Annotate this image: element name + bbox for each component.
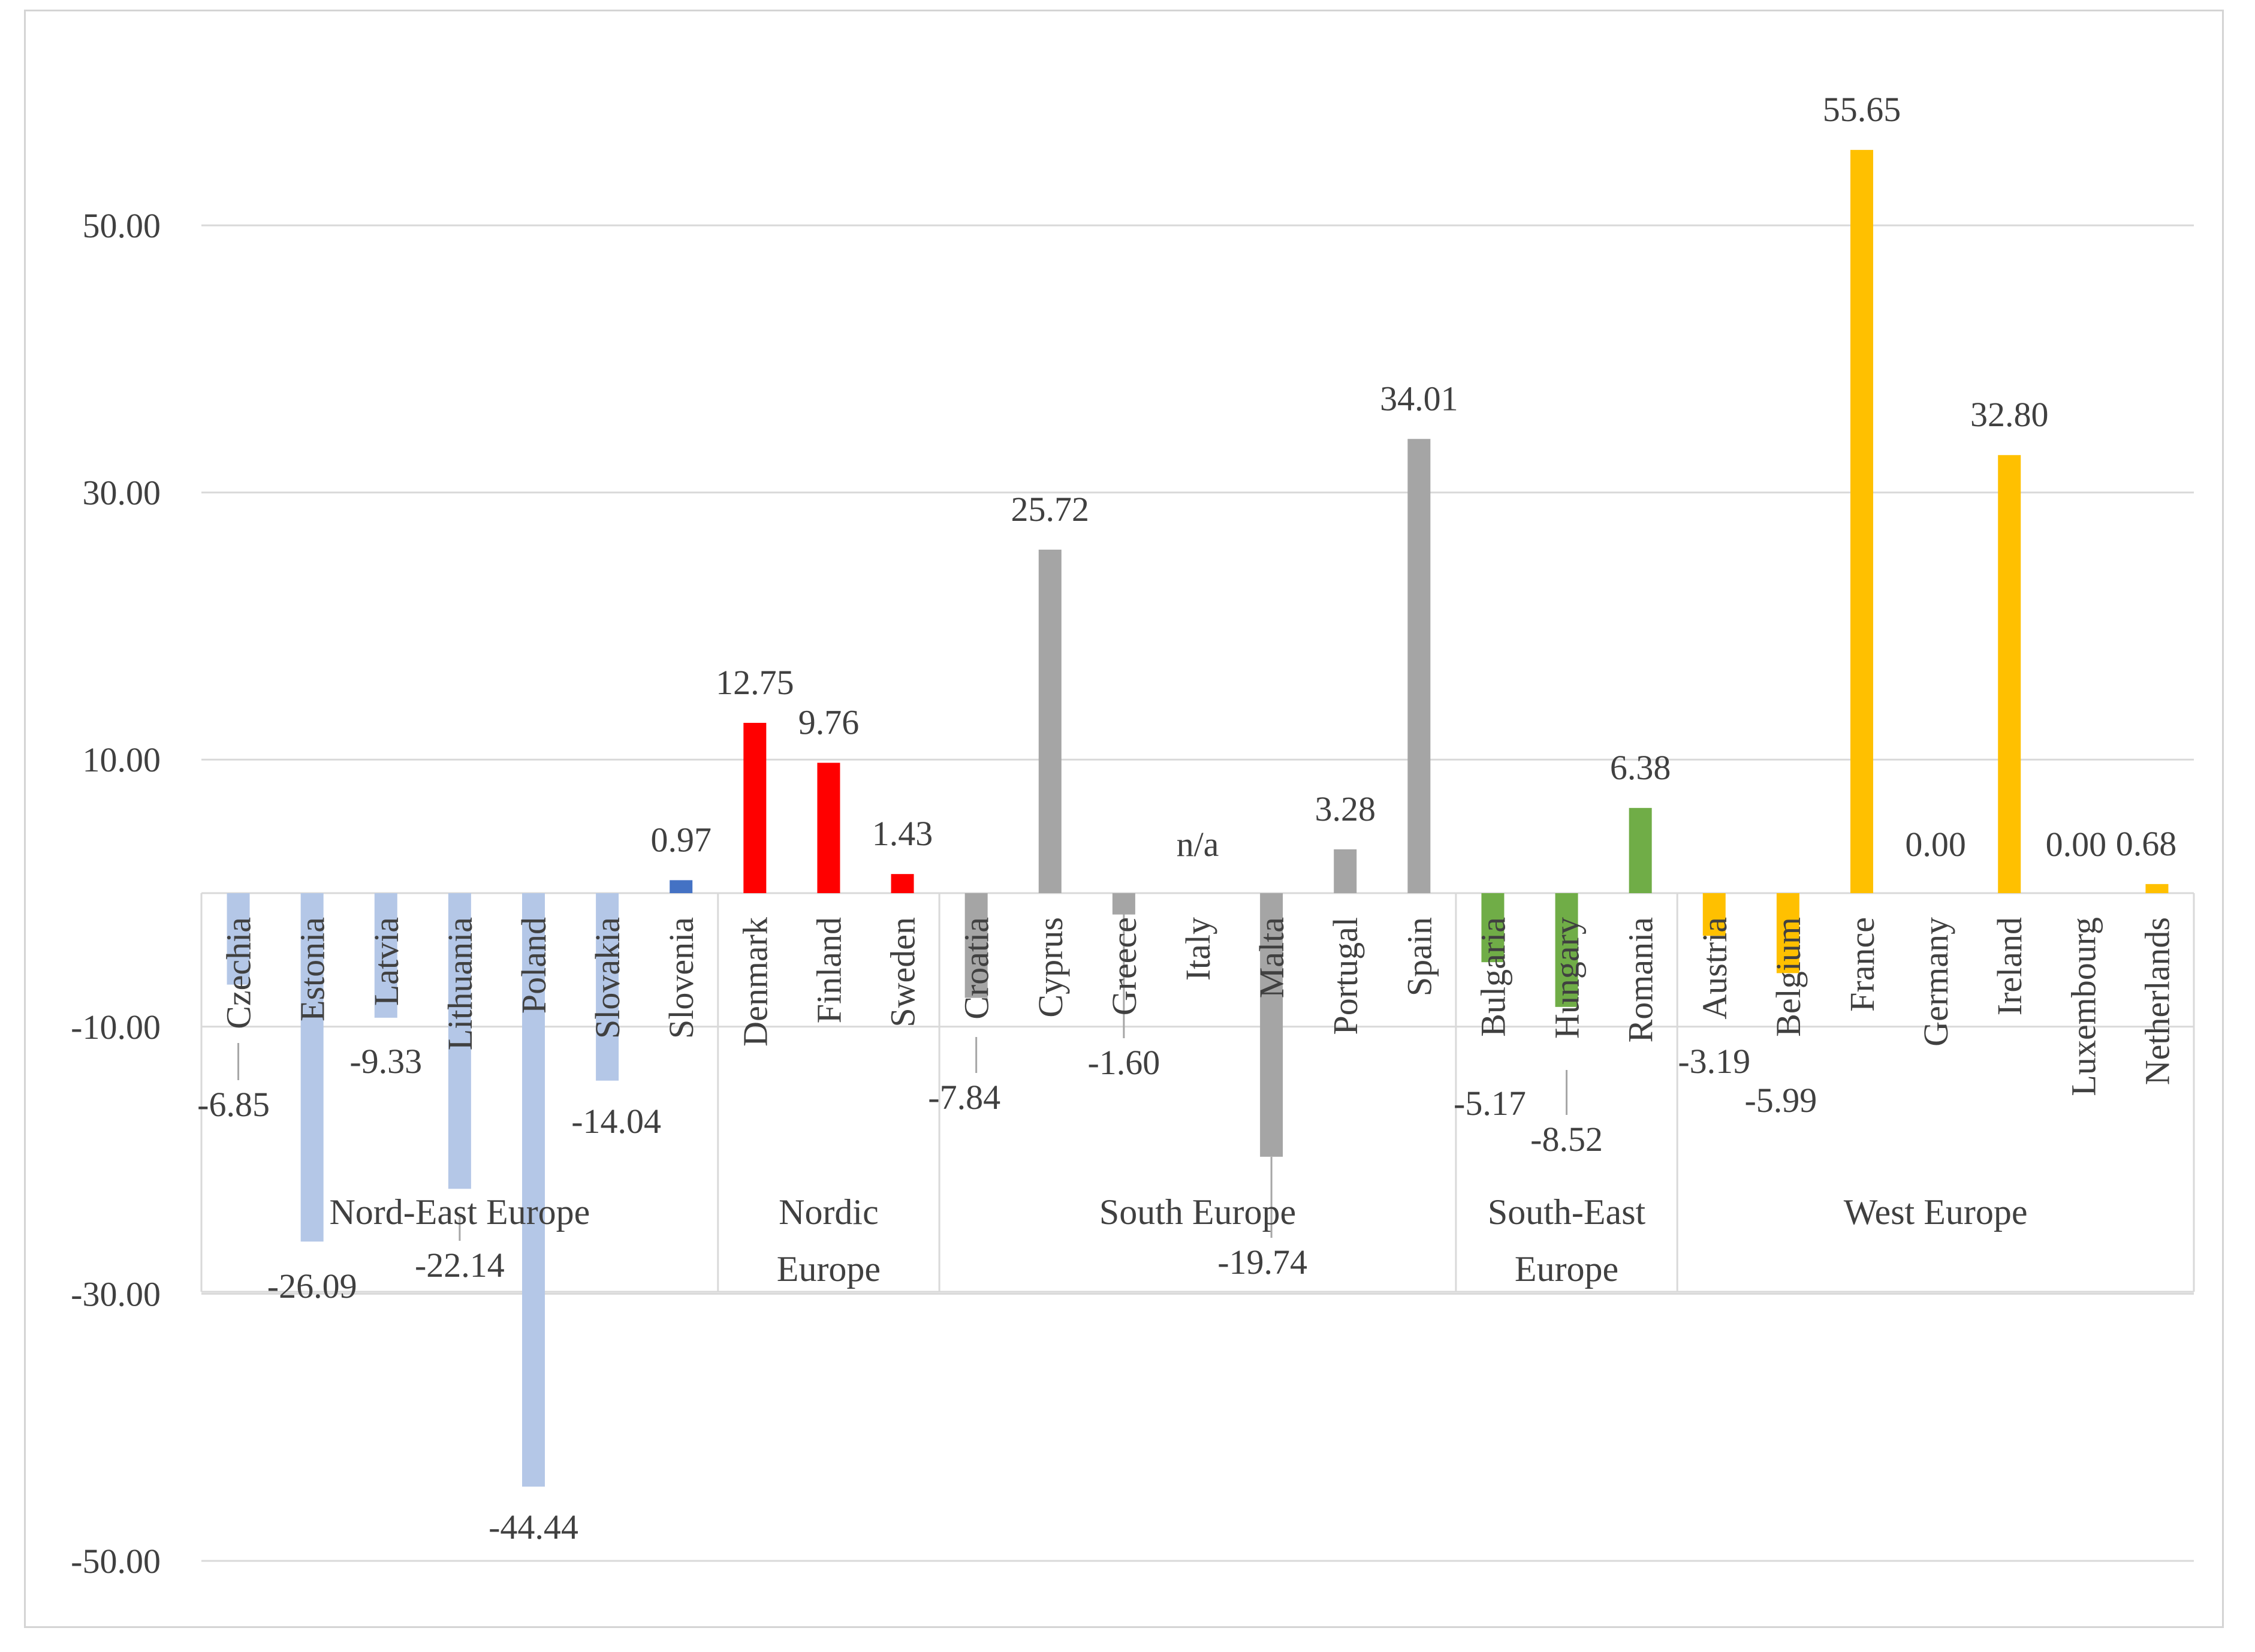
category-label: Bulgaria	[1473, 917, 1512, 1037]
bar-denmark	[743, 722, 767, 893]
group-label: Nordic	[779, 1192, 879, 1232]
data-label: -8.52	[1530, 1120, 1603, 1159]
y-tick-label: 10.00	[83, 740, 161, 779]
group-label: Europe	[777, 1249, 881, 1289]
bar-portugal	[1334, 849, 1357, 893]
category-label: France	[1843, 917, 1882, 1012]
data-label: 25.72	[1011, 490, 1090, 529]
bar-czechia	[227, 893, 250, 985]
bar-greece	[1112, 893, 1135, 915]
category-label: Luxembourg	[2064, 917, 2103, 1096]
group-label: West Europe	[1844, 1192, 2028, 1232]
data-label: -6.85	[197, 1085, 270, 1124]
category-label: Finland	[809, 917, 848, 1023]
y-tick-label: -30.00	[71, 1274, 161, 1313]
bar-slovakia	[596, 893, 619, 1081]
data-label: 3.28	[1315, 789, 1376, 828]
group-label: Nord-East Europe	[329, 1192, 590, 1232]
data-label: n/a	[1177, 825, 1219, 864]
category-label: Romania	[1621, 917, 1660, 1042]
gridlines	[200, 224, 2195, 1562]
category-label: Spain	[1400, 917, 1439, 996]
category-label: Latvia	[367, 917, 406, 1006]
bar-lithuania	[448, 893, 471, 1189]
data-label: -1.60	[1087, 1043, 1160, 1082]
bar-sweden	[891, 874, 914, 893]
data-label: 0.68	[2116, 824, 2177, 863]
data-label: -3.19	[1678, 1042, 1750, 1081]
data-label: -44.44	[489, 1508, 578, 1547]
bar-slovenia	[670, 880, 693, 893]
group-label: South-East	[1488, 1192, 1646, 1232]
category-label: Portugal	[1326, 917, 1365, 1035]
bar-romania	[1629, 807, 1652, 893]
group-label: South Europe	[1099, 1192, 1296, 1232]
category-label: Germany	[1916, 917, 1955, 1047]
data-label: 55.65	[1823, 90, 1901, 129]
category-label: Belgium	[1769, 917, 1808, 1037]
bar-spain	[1407, 439, 1431, 893]
bar-ireland	[1998, 455, 2021, 893]
group-label: Europe	[1515, 1249, 1618, 1289]
bar-cyprus	[1038, 549, 1062, 893]
data-label: 1.43	[872, 814, 933, 853]
category-label: Greece	[1105, 917, 1144, 1015]
bars	[227, 150, 2169, 1487]
category-label: Czechia	[219, 917, 258, 1029]
bar-netherlands	[2145, 884, 2169, 893]
leader-lines	[237, 914, 1568, 1241]
category-label: Italy	[1178, 917, 1217, 981]
bar-finland	[817, 762, 840, 893]
bar-austria	[1702, 893, 1726, 936]
data-label: 32.80	[1970, 395, 2049, 434]
data-label: 0.00	[1905, 825, 1966, 864]
category-label: Denmark	[735, 917, 774, 1047]
axis-labels: 50.00 30.00 10.00 -10.00 -30.00 -50.00	[71, 206, 161, 1581]
category-label: Hungary	[1548, 917, 1587, 1039]
data-label: -26.09	[267, 1267, 357, 1306]
y-tick-label: -10.00	[71, 1008, 161, 1047]
category-label: Estonia	[293, 917, 332, 1021]
category-label: Ireland	[1990, 917, 2029, 1015]
data-label: -7.84	[928, 1078, 1000, 1117]
category-label: Poland	[514, 917, 553, 1014]
data-label: 0.97	[650, 820, 712, 859]
category-axis: Nord-East Europe Nordic Europe South Europe…	[219, 917, 2177, 1289]
y-tick-label: 50.00	[83, 206, 161, 245]
bar-france	[1850, 150, 1873, 893]
data-label: 12.75	[716, 663, 794, 702]
category-label: Croatia	[957, 917, 996, 1020]
data-label: -5.17	[1454, 1084, 1526, 1123]
y-tick-label: 30.00	[83, 474, 161, 513]
bar-malta	[1260, 893, 1283, 1157]
bar-latvia	[374, 893, 397, 1018]
data-label: -19.74	[1217, 1243, 1307, 1282]
bar-hungary	[1555, 893, 1578, 1007]
y-tick-label: -50.00	[71, 1542, 161, 1581]
data-label: -9.33	[349, 1042, 422, 1081]
bar-bulgaria	[1481, 893, 1505, 963]
data-label: -5.99	[1744, 1081, 1817, 1120]
data-label: -22.14	[415, 1246, 505, 1285]
category-label: Cyprus	[1031, 917, 1070, 1018]
bar-belgium	[1776, 893, 1799, 973]
category-label: Austria	[1695, 917, 1734, 1020]
data-label: 34.01	[1380, 379, 1458, 418]
category-label: Lithuania	[441, 917, 480, 1050]
category-label: Slovakia	[588, 917, 627, 1039]
data-label: -14.04	[571, 1102, 661, 1141]
bar-poland	[522, 893, 545, 1487]
category-label: Malta	[1252, 917, 1291, 998]
data-label: 9.76	[798, 703, 860, 742]
category-label: Sweden	[884, 917, 923, 1027]
data-labels: -6.85 -26.09 -9.33 -22.14 -44.44 -14.04 0.97 12…	[197, 90, 2176, 1547]
bar-estonia	[300, 893, 324, 1242]
data-label: 0.00	[2046, 825, 2107, 864]
data-label: 6.38	[1610, 748, 1671, 787]
bar-croatia	[964, 893, 988, 998]
category-label: Slovenia	[662, 917, 701, 1039]
category-label: Netherlands	[2138, 917, 2176, 1085]
